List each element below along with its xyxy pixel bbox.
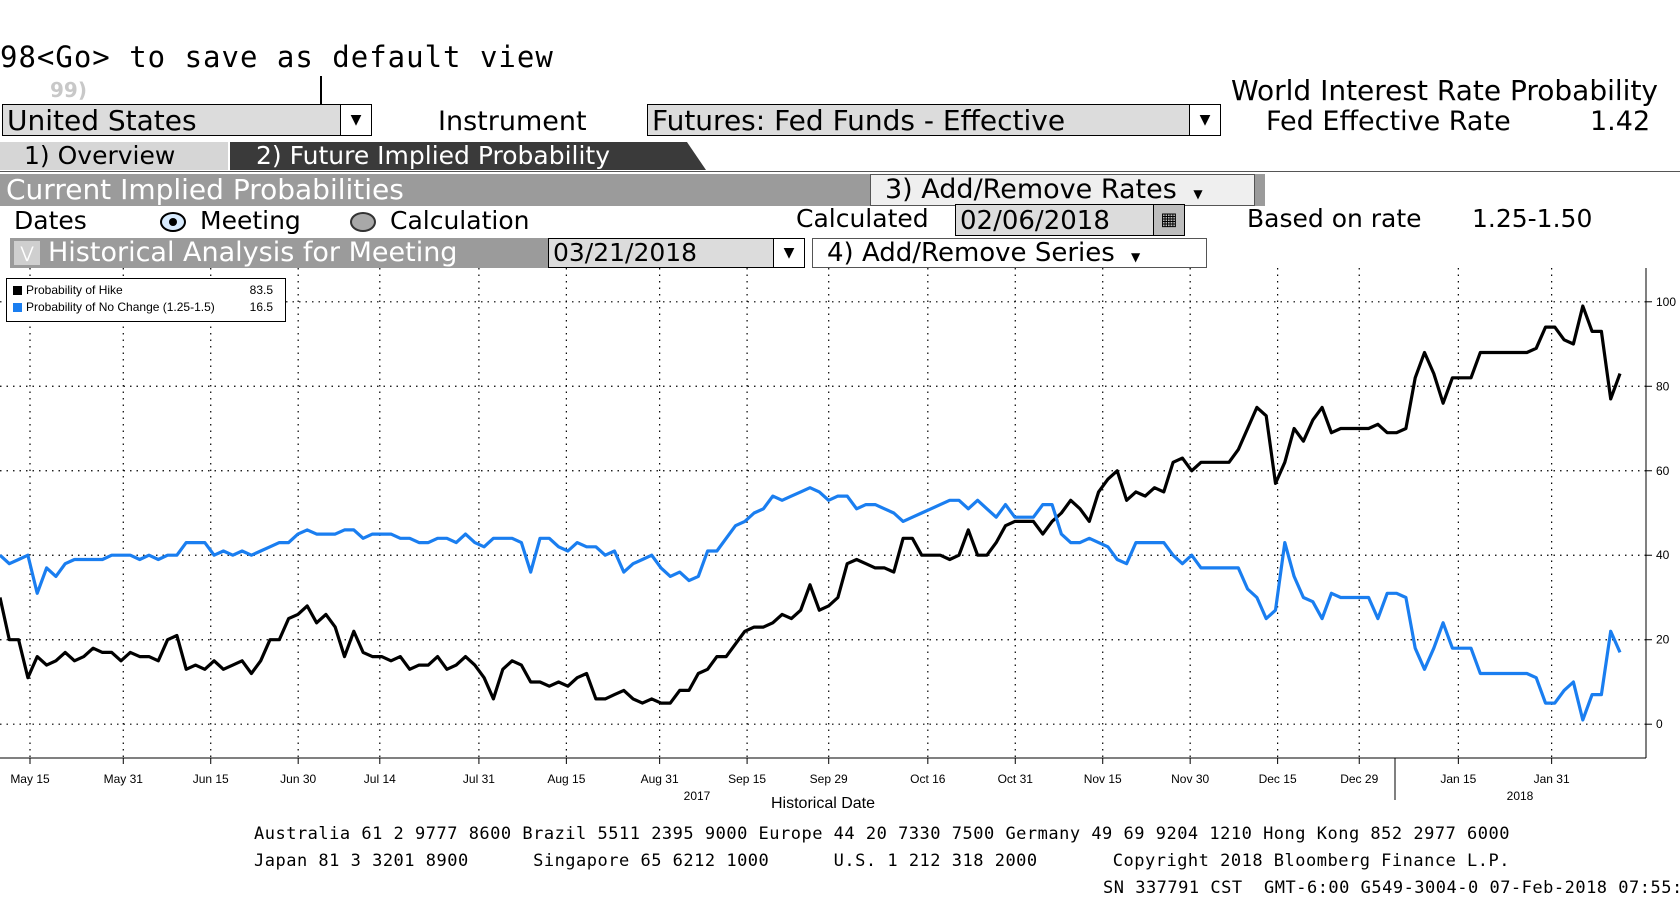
x-tick-label: Dec 15 bbox=[1259, 772, 1297, 786]
chevron-down-icon: ▼ bbox=[1131, 250, 1141, 264]
y-axis-ticks: 100 80 60 40 20 0 bbox=[1646, 295, 1676, 731]
y-tick-label: 40 bbox=[1656, 548, 1670, 562]
chart-series bbox=[0, 304, 1622, 722]
x-tick-label: Aug 31 bbox=[641, 772, 679, 786]
add-remove-series-label: 4) Add/Remove Series bbox=[827, 238, 1115, 268]
chart-legend: Probability of Hike 83.5 Probability of … bbox=[6, 278, 286, 322]
legend-value: 16.5 bbox=[249, 300, 273, 314]
calculated-label: Calculated bbox=[796, 204, 929, 233]
series-line-no-change bbox=[0, 486, 1622, 722]
x-tick-label: Sep 15 bbox=[728, 772, 766, 786]
meeting-date-value: 03/21/2018 bbox=[553, 238, 698, 267]
chevron-down-icon: ▼ bbox=[1193, 187, 1203, 201]
tab-divider bbox=[0, 171, 1680, 172]
add-remove-rates-label: 3) Add/Remove Rates bbox=[885, 174, 1177, 205]
x-tick-label: Nov 30 bbox=[1171, 772, 1209, 786]
add-remove-series-button[interactable]: 4) Add/Remove Series ▼ bbox=[812, 238, 1207, 268]
legend-item-no-change: Probability of No Change (1.25-1.5) 16.5 bbox=[13, 300, 279, 315]
x-tick-label: Jan 15 bbox=[1440, 772, 1476, 786]
historical-analysis-bar: ⋁ Historical Analysis for Meeting bbox=[10, 238, 548, 268]
tab-future-implied-probability[interactable]: 2) Future Implied Probability bbox=[230, 142, 706, 170]
instrument-label: Instrument bbox=[438, 106, 587, 137]
x-tick-label: Jul 14 bbox=[364, 772, 396, 786]
x-tick-label: May 15 bbox=[10, 772, 50, 786]
y-tick-label: 80 bbox=[1656, 379, 1670, 393]
legend-label: Probability of Hike bbox=[26, 283, 123, 297]
window-title: World Interest Rate Probability bbox=[1230, 74, 1658, 107]
x-tick-label: Jun 15 bbox=[193, 772, 229, 786]
x-year-label: 2018 bbox=[1507, 789, 1534, 803]
legend-swatch-blue bbox=[13, 303, 22, 313]
x-axis-title: Historical Date bbox=[771, 795, 875, 812]
legend-swatch-black bbox=[13, 286, 22, 296]
divider-line bbox=[320, 76, 322, 108]
country-select[interactable]: United States ▼ bbox=[2, 104, 372, 136]
footer-session-line: SN 337791 CST GMT-6:00 G549-3004-0 07-Fe… bbox=[1103, 878, 1680, 898]
calculated-date-value: 02/06/2018 bbox=[960, 206, 1110, 236]
x-tick-label: Jul 31 bbox=[463, 772, 495, 786]
dates-label: Dates bbox=[14, 206, 87, 235]
footer-contacts-line2: Japan 81 3 3201 8900 Singapore 65 6212 1… bbox=[254, 851, 1510, 871]
add-remove-rates-button[interactable]: 3) Add/Remove Rates ▼ bbox=[870, 174, 1255, 206]
x-axis-ticks: May 15 May 31 Jun 15 Jun 30 Jul 14 Jul 31 Aug … bbox=[10, 758, 1570, 803]
x-tick-label: Dec 29 bbox=[1340, 772, 1378, 786]
x-tick-label: Nov 15 bbox=[1084, 772, 1122, 786]
radio-unselected-icon[interactable] bbox=[350, 212, 376, 232]
probability-chart[interactable]: 100 80 60 40 20 0 May 15 May 31 Jun 15 Jun 30 Jul… bbox=[0, 268, 1680, 813]
historical-analysis-label: Historical Analysis for Meeting bbox=[48, 237, 458, 268]
based-on-rate-label: Based on rate bbox=[1247, 204, 1422, 233]
x-tick-label: Aug 15 bbox=[547, 772, 585, 786]
series-line-hike bbox=[0, 304, 1622, 705]
instrument-select-value: Futures: Fed Funds - Effective bbox=[652, 104, 1066, 136]
legend-label: Probability of No Change (1.25-1.5) bbox=[26, 300, 215, 314]
x-tick-label: Jan 31 bbox=[1534, 772, 1570, 786]
chevron-down-icon[interactable]: ▼ bbox=[773, 239, 804, 267]
collapse-chevron-icon[interactable]: ⋁ bbox=[14, 241, 40, 265]
footer-contacts-line1: Australia 61 2 9777 8600 Brazil 5511 239… bbox=[254, 824, 1510, 844]
y-tick-label: 100 bbox=[1656, 295, 1676, 309]
radio-calculation[interactable] bbox=[350, 212, 376, 236]
country-select-value: United States bbox=[7, 104, 197, 136]
hint-number: 99) bbox=[50, 78, 87, 102]
fed-rate-value: 1.42 bbox=[1590, 106, 1651, 137]
x-tick-label: Jun 30 bbox=[280, 772, 316, 786]
y-tick-label: 20 bbox=[1656, 633, 1670, 647]
x-year-label: 2017 bbox=[684, 789, 711, 803]
chart-grid bbox=[0, 268, 1646, 758]
fed-rate-label: Fed Effective Rate bbox=[1266, 106, 1511, 137]
chevron-down-icon[interactable]: ▼ bbox=[1189, 105, 1220, 135]
based-on-rate-value: 1.25-1.50 bbox=[1472, 204, 1593, 233]
x-tick-label: Sep 29 bbox=[810, 772, 848, 786]
tab-overview[interactable]: 1) Overview bbox=[0, 142, 228, 170]
command-hint: 98<Go> to save as default view bbox=[0, 40, 554, 74]
x-tick-label: May 31 bbox=[104, 772, 144, 786]
x-tick-label: Oct 16 bbox=[910, 772, 946, 786]
y-tick-label: 60 bbox=[1656, 464, 1670, 478]
calendar-icon[interactable]: ▦ bbox=[1153, 205, 1184, 235]
y-tick-label: 0 bbox=[1656, 717, 1663, 731]
radio-meeting-label: Meeting bbox=[200, 206, 301, 235]
legend-item-hike: Probability of Hike 83.5 bbox=[13, 283, 279, 298]
instrument-select[interactable]: Futures: Fed Funds - Effective ▼ bbox=[647, 104, 1221, 136]
radio-selected-icon[interactable] bbox=[160, 212, 186, 232]
chevron-down-icon[interactable]: ▼ bbox=[340, 105, 371, 135]
x-tick-label: Oct 31 bbox=[998, 772, 1034, 786]
radio-meeting[interactable] bbox=[160, 212, 186, 236]
radio-calculation-label: Calculation bbox=[390, 206, 530, 235]
calculated-date-field[interactable]: 02/06/2018 ▦ bbox=[955, 204, 1185, 236]
legend-value: 83.5 bbox=[249, 283, 273, 297]
meeting-date-select[interactable]: 03/21/2018 ▼ bbox=[548, 238, 805, 268]
